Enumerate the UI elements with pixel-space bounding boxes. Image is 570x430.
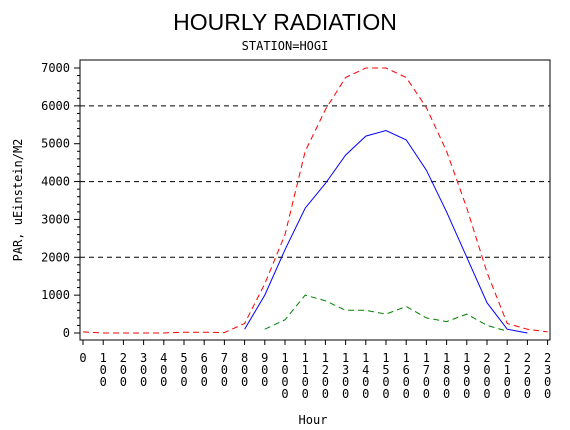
x-axis-label: Hour [299, 413, 328, 427]
x-axis: 0 1 0 0 2 0 0 3 0 0 4 0 0 5 0 0 6 0 0 7 0 0 8 0 0 9 0 0 1 0 0 0 1 1 0 0 1 2 0 0… [79, 340, 551, 401]
y-tick-label: 3000 [41, 212, 70, 226]
series-layer [82, 67, 548, 334]
y-tick-label: 1000 [41, 288, 70, 302]
y-tick-label: 7000 [41, 61, 70, 75]
y-axis: 0 1000 2000 3000 4000 5000 6000 7000 [41, 61, 80, 340]
reference-lines [80, 105, 550, 258]
plot-frame [79, 59, 551, 341]
y-tick-label: 0 [63, 326, 70, 340]
chart-title: HOURLY RADIATION [173, 9, 397, 35]
y-axis-label: PAR, uEinstein/M2 [11, 139, 25, 262]
y-tick-label: 6000 [41, 99, 70, 113]
chart-subtitle: STATION=HOGI [242, 39, 329, 53]
y-tick-label: 2000 [41, 250, 70, 264]
series-line-3 [264, 294, 508, 332]
y-tick-label: 5000 [41, 137, 70, 151]
y-tick-label: 4000 [41, 175, 70, 189]
x-tick-label: 0 [79, 351, 86, 365]
series-line-1 [82, 67, 548, 334]
series-line-2 [244, 129, 528, 334]
